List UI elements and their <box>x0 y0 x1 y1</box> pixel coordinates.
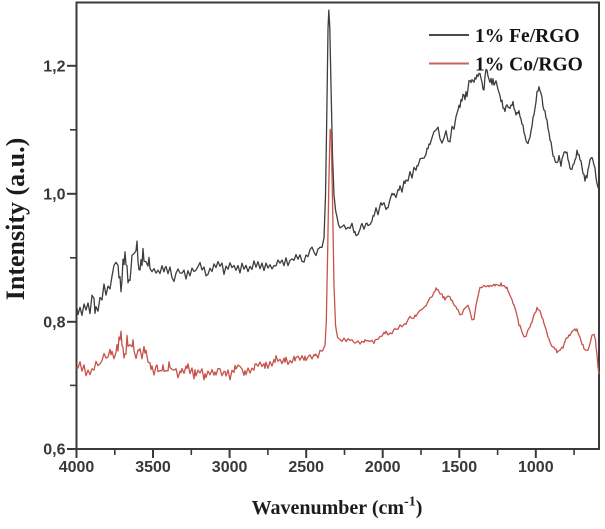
svg-text:Wavenumber (cm-1): Wavenumber (cm-1) <box>252 495 423 520</box>
svg-text:1% Co/RGO: 1% Co/RGO <box>475 55 583 76</box>
svg-text:1,2: 1,2 <box>43 58 65 75</box>
svg-text:1,0: 1,0 <box>43 186 65 203</box>
svg-text:0,8: 0,8 <box>43 314 65 331</box>
svg-text:4000: 4000 <box>59 459 95 476</box>
svg-text:2000: 2000 <box>365 459 401 476</box>
svg-text:2500: 2500 <box>288 459 324 476</box>
svg-text:Intensity (a.u.): Intensity (a.u.) <box>1 138 30 301</box>
svg-text:3000: 3000 <box>212 459 248 476</box>
svg-text:1% Fe/RGO: 1% Fe/RGO <box>475 26 580 47</box>
svg-text:1500: 1500 <box>442 459 478 476</box>
svg-text:3500: 3500 <box>135 459 171 476</box>
svg-text:0,6: 0,6 <box>43 442 65 459</box>
svg-text:1000: 1000 <box>518 459 554 476</box>
